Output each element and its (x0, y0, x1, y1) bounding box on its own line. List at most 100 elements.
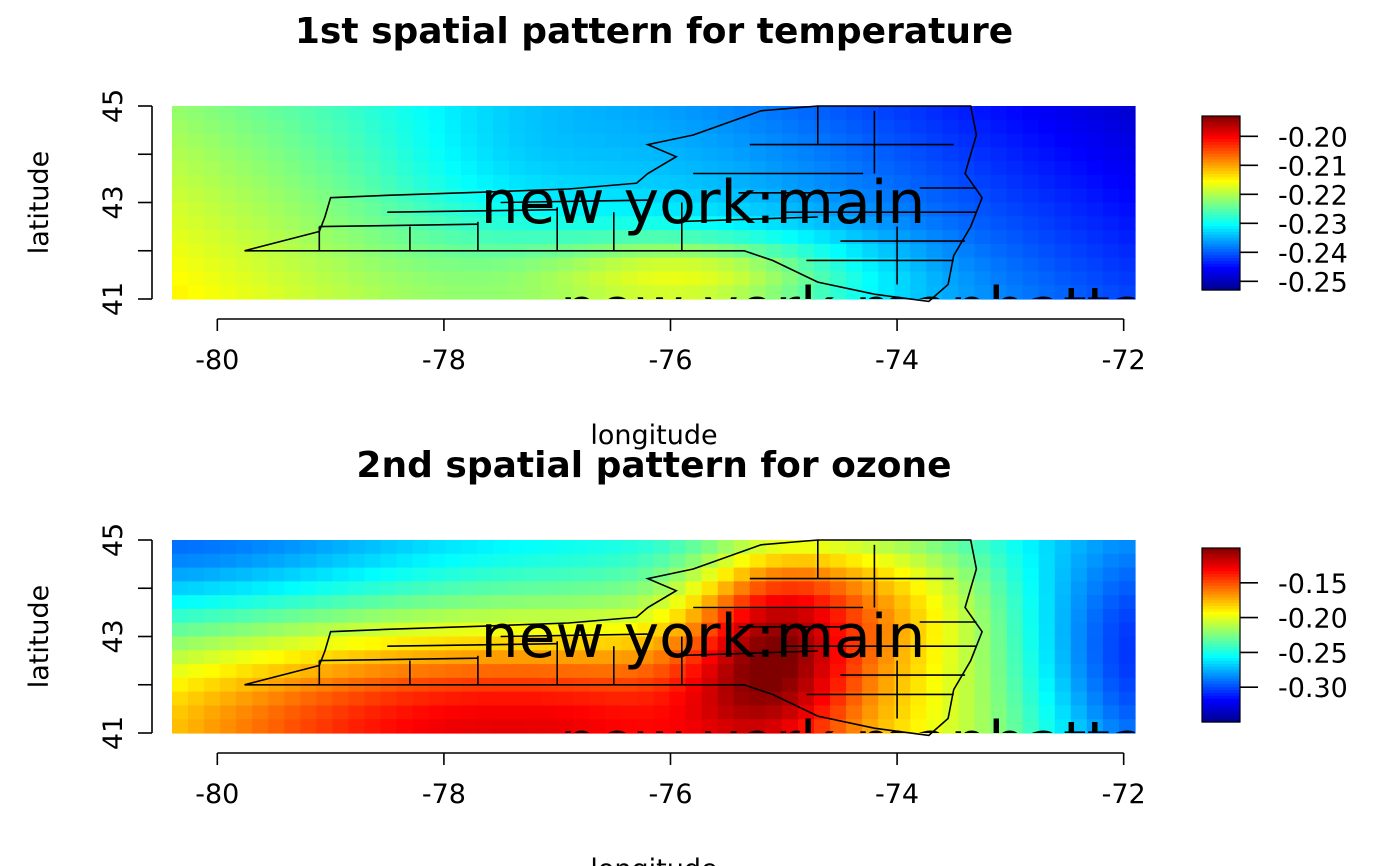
heatmap-cell (188, 595, 205, 610)
heatmap-cell (268, 540, 285, 555)
heatmap-cell (862, 650, 879, 665)
heatmap-cell (781, 650, 799, 665)
heatmap-cell (380, 161, 398, 176)
colorbar-step (1202, 240, 1240, 245)
heatmap-cell (830, 285, 847, 300)
colorbar-frame (1201, 115, 1241, 291)
heatmap-cell (605, 202, 622, 217)
heatmap-cell (910, 216, 927, 231)
heatmap-cell (348, 133, 366, 148)
heatmap-cell (1022, 540, 1040, 555)
heatmap-cell (557, 567, 574, 582)
heatmap-cell (894, 553, 911, 569)
heatmap-cell (172, 106, 189, 121)
heatmap-cell (332, 285, 350, 300)
heatmap-cell (814, 243, 831, 259)
heatmap-cell (653, 691, 671, 707)
colorbar-step (1202, 684, 1240, 688)
heatmap-cell (1022, 567, 1040, 582)
heatmap-cell (348, 691, 366, 707)
heatmap-cell (396, 719, 414, 734)
heatmap-cell (926, 188, 943, 204)
heatmap-cell (862, 202, 879, 217)
heatmap-cell (942, 705, 960, 720)
colorbar-step (1202, 585, 1240, 590)
colorbar-step (1202, 118, 1240, 123)
heatmap-cell (942, 106, 960, 121)
heatmap-cell (990, 677, 1008, 693)
colorbar-step (1202, 695, 1240, 700)
heatmap-cell (348, 230, 366, 245)
heatmap-cell (1102, 271, 1120, 286)
heatmap-cell (428, 581, 446, 596)
heatmap-cell (589, 595, 606, 610)
heatmap-cell (1022, 650, 1040, 665)
heatmap-cell (765, 540, 783, 555)
heatmap-cell (268, 202, 285, 217)
heatmap-cell (1006, 608, 1024, 624)
heatmap-cell (797, 285, 815, 300)
heatmap-cell (300, 285, 318, 300)
heatmap-cell (830, 650, 847, 665)
colorbar-step (1202, 142, 1240, 146)
heatmap-cell (525, 553, 542, 569)
heatmap-cell (268, 119, 285, 135)
heatmap-cell (236, 622, 253, 638)
colorbar-step (1202, 649, 1240, 653)
heatmap-cell (589, 257, 606, 273)
heatmap-cell (894, 677, 911, 693)
heatmap-cell (332, 174, 350, 190)
heatmap-cell (878, 216, 895, 231)
heatmap-cell (814, 119, 831, 135)
x-tick-label: -74 (875, 345, 919, 376)
heatmap-cell (412, 608, 430, 624)
heatmap-cell (460, 567, 478, 582)
heatmap-cell (637, 147, 655, 162)
heatmap-cell (1038, 243, 1056, 259)
heatmap-cell (621, 285, 639, 300)
heatmap-cell (926, 608, 943, 624)
heatmap-cell (460, 608, 478, 624)
heatmap-cell (316, 608, 334, 624)
colorbar-step (1202, 652, 1240, 656)
heatmap-cell (701, 622, 719, 638)
heatmap-cell (236, 188, 253, 204)
heatmap-cell (990, 133, 1008, 148)
heatmap-cell (412, 636, 430, 651)
heatmap-cell (1070, 106, 1088, 121)
heatmap-cell (460, 691, 478, 707)
heatmap-cell (396, 216, 414, 231)
heatmap-cell (476, 595, 494, 610)
heatmap-cell (396, 106, 414, 121)
heatmap-cell (621, 106, 639, 121)
y-tick-label: 41 (98, 282, 129, 316)
heatmap-cell (380, 553, 398, 569)
heatmap-cell (204, 636, 221, 651)
heatmap-cell (348, 664, 366, 679)
heatmap-cell (493, 705, 510, 720)
heatmap-cell (204, 622, 221, 638)
heatmap-cell (236, 650, 253, 665)
heatmap-cell (685, 691, 703, 707)
heatmap-cell (573, 230, 590, 245)
heatmap-cell (172, 133, 189, 148)
heatmap-cell (733, 567, 751, 582)
heatmap-cell (653, 147, 671, 162)
heatmap-cell (428, 257, 446, 273)
heatmap-cell (348, 216, 366, 231)
heatmap-cell (701, 230, 719, 245)
colorbar-step (1202, 246, 1240, 250)
heatmap-cell (1086, 608, 1104, 624)
colorbar-step (1202, 133, 1240, 137)
heatmap-cell (1006, 595, 1024, 610)
heatmap-cell (685, 257, 703, 273)
heatmap-cell (589, 691, 606, 707)
heatmap-cell (1054, 174, 1072, 190)
heatmap-cell (541, 553, 558, 569)
heatmap-cell (300, 595, 318, 610)
heatmap-cell (669, 622, 687, 638)
heatmap-cell (765, 664, 783, 679)
heatmap-cell (380, 202, 398, 217)
heatmap-cell (974, 133, 992, 148)
heatmap-cell (252, 608, 269, 624)
